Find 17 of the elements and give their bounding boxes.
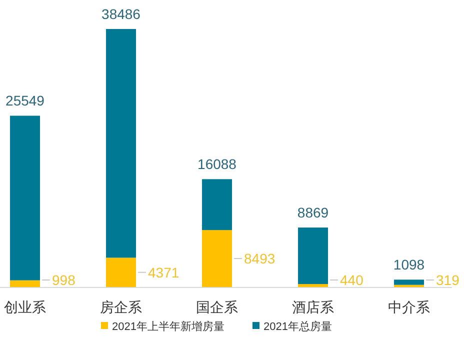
legend-label: 2021年上半年新增房量 xyxy=(112,320,224,333)
total-label: 16088 xyxy=(198,156,237,172)
x-tick-label: 酒店系 xyxy=(292,299,334,315)
x-tick-label: 国企系 xyxy=(196,299,238,315)
x-tick-label: 中介系 xyxy=(388,299,430,315)
legend-label: 2021年总房量 xyxy=(263,320,332,333)
total-label: 25549 xyxy=(6,92,45,109)
total-label: 38486 xyxy=(102,6,141,22)
data-label: 4371 xyxy=(148,264,180,280)
total-label: 8869 xyxy=(297,204,329,221)
x-tick-label: 创业系 xyxy=(4,299,46,315)
total-label: 1098 xyxy=(393,256,425,273)
data-label: 440 xyxy=(340,272,364,288)
data-label: 319 xyxy=(436,272,460,288)
x-tick-label: 房企系 xyxy=(100,299,142,315)
data-label: 8493 xyxy=(244,250,276,267)
data-label: 998 xyxy=(52,272,76,288)
